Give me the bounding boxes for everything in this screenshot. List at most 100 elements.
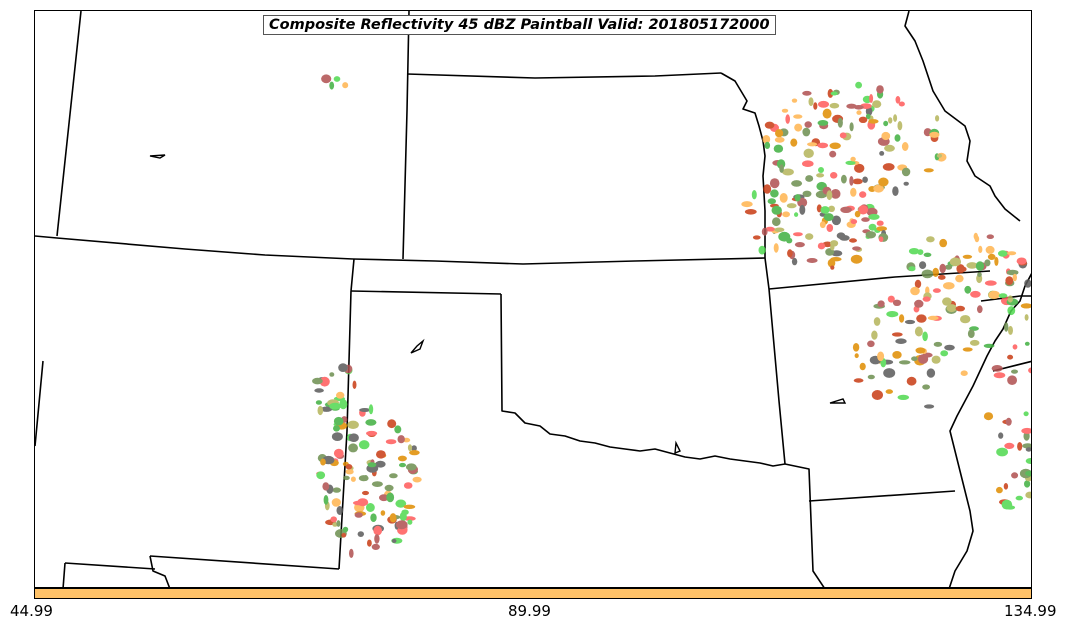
storm-cell: [984, 280, 997, 286]
border-texas-mexico: [62, 562, 66, 587]
storm-cell: [923, 252, 932, 257]
storm-cell: [998, 250, 1008, 257]
storm-cell: [906, 376, 917, 386]
storm-cell: [817, 142, 829, 149]
storm-cell: [791, 180, 803, 187]
storm-cell: [922, 331, 928, 342]
storm-cell: [1024, 341, 1030, 346]
storm-cell: [384, 484, 394, 492]
storm-cell: [370, 513, 377, 522]
storm-cell: [320, 406, 333, 412]
storm-cell: [927, 315, 939, 321]
storm-cell: [984, 259, 991, 267]
storm-cell: [312, 377, 323, 385]
storm-cell: [977, 305, 983, 314]
storm-cell: [375, 460, 386, 468]
storm-cell: [858, 205, 869, 215]
storm-cell: [1022, 443, 1031, 449]
storm-cell: [765, 226, 775, 232]
storm-cell: [932, 288, 941, 293]
storm-cell: [911, 356, 918, 362]
storm-cell: [807, 142, 818, 147]
storm-cell: [940, 350, 949, 357]
storm-cell: [955, 305, 965, 312]
storm-cell: [872, 100, 882, 108]
storm-cell: [960, 315, 971, 324]
storm-cell: [791, 257, 798, 266]
storm-cell: [348, 443, 358, 453]
storm-cell: [367, 539, 372, 547]
lake-wyoming: [149, 154, 166, 159]
border-tennessee: [980, 295, 1031, 302]
storm-cell: [830, 240, 839, 247]
storm-cell: [859, 362, 866, 371]
storm-cell: [338, 363, 348, 372]
storm-cell: [336, 520, 341, 527]
storm-cell: [914, 299, 924, 308]
storm-cell: [966, 262, 978, 269]
storm-cell: [354, 512, 363, 518]
storm-cell: [942, 297, 952, 306]
storm-cell: [411, 445, 417, 452]
border-missouri-arkansas: [768, 270, 991, 290]
storm-cell: [1021, 427, 1031, 434]
storm-cell: [926, 236, 935, 243]
storm-cell: [1011, 369, 1018, 374]
storm-cell: [998, 293, 1008, 299]
storm-cell: [399, 511, 407, 522]
storm-cell: [840, 206, 852, 213]
storm-cell: [865, 231, 876, 239]
storm-cell: [806, 258, 818, 263]
storm-cell: [1003, 483, 1009, 490]
storm-cell: [955, 274, 964, 283]
storm-cell: [781, 108, 789, 113]
storm-cell: [908, 266, 916, 272]
storm-cell: [854, 353, 859, 359]
storm-cell: [856, 110, 862, 115]
lake-colorado: [410, 338, 425, 354]
storm-cell: [897, 121, 903, 131]
storm-cell: [830, 172, 838, 179]
storm-cell: [830, 265, 835, 270]
storm-cell: [793, 114, 803, 119]
storm-cell: [868, 213, 880, 220]
storm-cell: [366, 503, 375, 512]
storm-cell: [386, 492, 395, 503]
storm-cell: [868, 119, 879, 124]
storm-cell: [865, 106, 873, 116]
storm-cell: [887, 295, 895, 303]
storm-cell: [374, 534, 380, 544]
storm-cell: [376, 450, 386, 459]
storm-cell: [829, 142, 841, 150]
storm-cell: [983, 412, 994, 421]
storm-cell: [867, 374, 875, 380]
storm-cell: [407, 519, 413, 525]
storm-cell: [1011, 472, 1019, 479]
storm-cell: [983, 343, 995, 348]
storm-cell: [1007, 375, 1017, 386]
storm-cell: [817, 120, 829, 126]
storm-cell: [985, 245, 995, 254]
border-arkansas-louisiana: [808, 490, 956, 502]
storm-cell: [333, 76, 341, 82]
storm-cell: [365, 419, 377, 426]
storm-cell: [869, 94, 874, 103]
storm-cell: [805, 175, 814, 182]
storm-cell: [761, 227, 768, 236]
storm-cell: [892, 351, 902, 359]
storm-cell: [773, 243, 779, 253]
storm-cell: [744, 209, 757, 215]
storm-cell: [998, 432, 1004, 439]
storm-cell: [391, 538, 397, 543]
storm-cell: [770, 189, 779, 198]
storm-cell: [993, 372, 1006, 379]
storm-cell: [883, 368, 896, 378]
border-wyoming-east: [402, 11, 410, 260]
storm-cell: [936, 153, 943, 158]
storm-cell: [794, 212, 799, 217]
storm-cell: [397, 455, 407, 462]
border-texas-arkansas: [784, 463, 825, 587]
storm-cell: [918, 354, 929, 364]
storm-cell: [799, 204, 806, 215]
storm-cell: [343, 475, 350, 481]
